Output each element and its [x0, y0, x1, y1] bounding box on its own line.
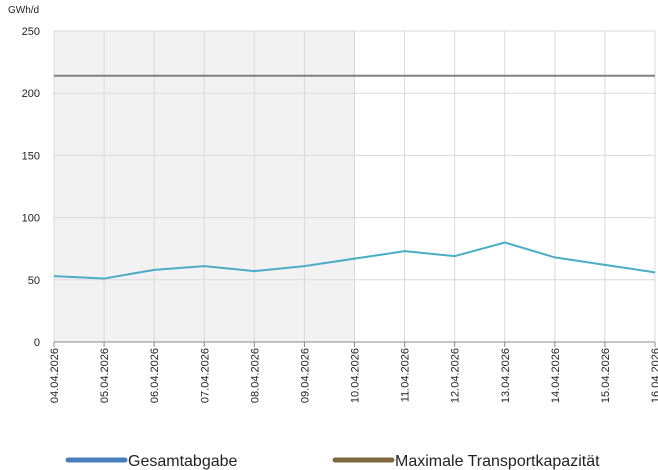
x-tick-label: 10.04.2026 [350, 348, 362, 403]
x-tick-label: 13.04.2026 [500, 348, 512, 403]
x-tick-label: 04.04.2026 [49, 348, 61, 403]
y-tick-label: 50 [28, 275, 40, 287]
legend-label: Maximale Transportkapazität [395, 453, 600, 470]
y-tick-label: 200 [22, 88, 40, 100]
x-tick-label: 09.04.2026 [299, 348, 311, 403]
x-tick-label: 11.04.2026 [400, 348, 412, 402]
y-tick-label: 150 [22, 150, 40, 162]
x-tick-label: 07.04.2026 [199, 348, 211, 403]
x-tick-label: 05.04.2026 [99, 348, 111, 403]
y-tick-label: 100 [22, 213, 40, 225]
x-tick-label: 14.04.2026 [550, 348, 562, 403]
x-tick-label: 15.04.2026 [600, 348, 612, 403]
series-line [53, 241, 656, 280]
x-tick-label: 12.04.2026 [450, 348, 462, 403]
legend-label: Gesamtabgabe [128, 453, 238, 470]
x-tick-label: 08.04.2026 [249, 348, 261, 403]
x-tick-label: 06.04.2026 [149, 348, 161, 403]
x-tick-label: 16.04.2026 [650, 348, 658, 403]
y-tick-label: 250 [22, 26, 40, 38]
y-tick-label: 0 [34, 337, 40, 349]
y-unit-label: GWh/d [8, 5, 39, 16]
